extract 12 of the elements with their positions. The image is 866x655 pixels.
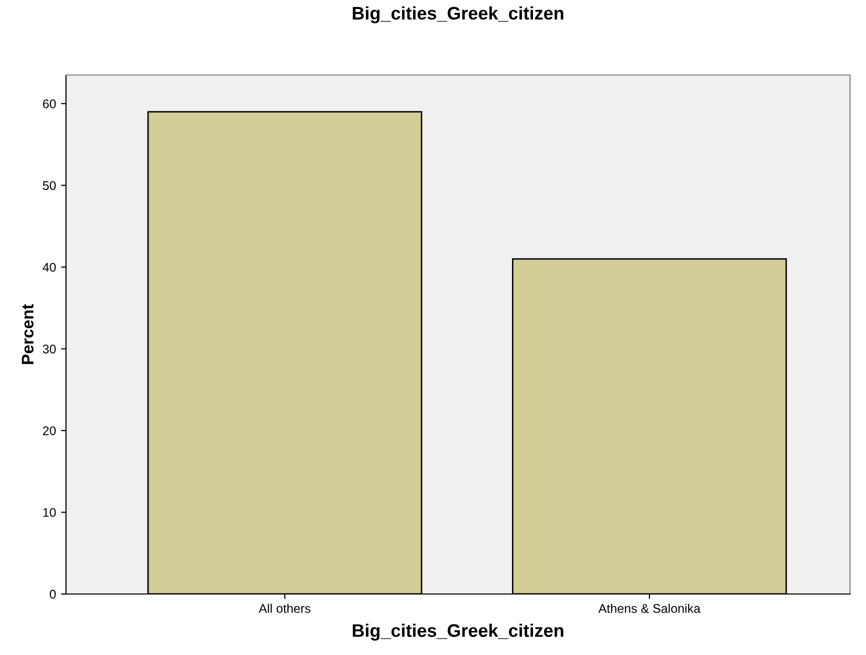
- y-axis-title: Percent: [22, 304, 34, 364]
- x-tick-label: Athens & Salonika: [598, 604, 701, 613]
- chart-title: Big_cities_Greek_citizen: [352, 6, 564, 24]
- y-tick-label: 20: [43, 426, 56, 436]
- y-tick-label: 10: [43, 508, 56, 517]
- y-tick-label: 50: [42, 181, 56, 190]
- y-tick-label: 0: [50, 590, 56, 599]
- y-tick-label: 60: [43, 99, 56, 108]
- x-axis-title: Big_cities_Greek_citizen: [352, 624, 564, 641]
- y-tick-label: 40: [42, 262, 56, 272]
- y-tick-label: 30: [42, 344, 56, 354]
- x-tick-label: All others: [258, 604, 310, 613]
